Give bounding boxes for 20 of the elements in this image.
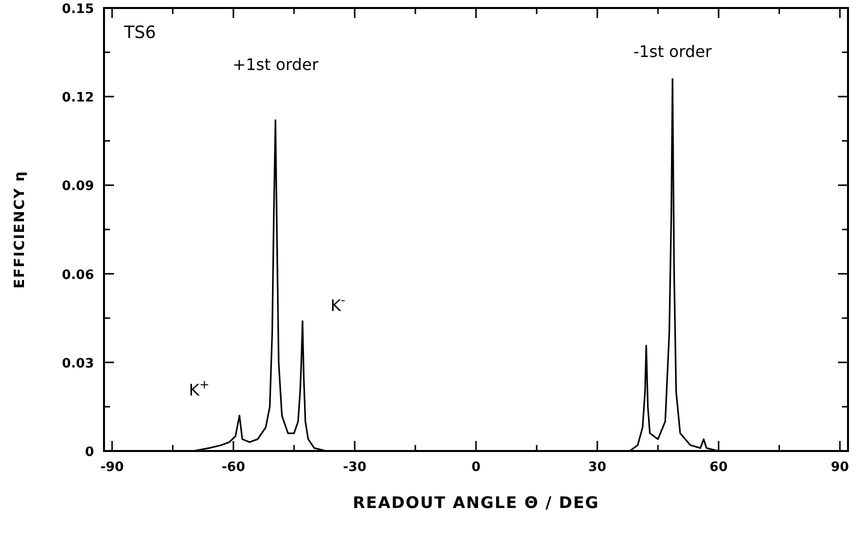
annotation: -1st order xyxy=(633,42,712,61)
x-tick-label: 30 xyxy=(588,460,606,475)
x-tick-label: -60 xyxy=(222,460,246,475)
annotation: TS6 xyxy=(123,23,156,43)
x-tick-label: -90 xyxy=(100,460,124,475)
y-tick-label: 0.03 xyxy=(62,356,94,372)
annotation: K$^{-}$ xyxy=(330,293,346,316)
y-axis-title: EFFICIENCY η xyxy=(12,170,28,288)
annotation: +1st order xyxy=(232,55,319,74)
y-tick-label: 0.15 xyxy=(62,2,94,17)
annotation: K$^{+}$ xyxy=(188,378,210,400)
y-tick-label: 0.09 xyxy=(62,179,94,194)
x-tick-label: 90 xyxy=(830,460,849,475)
y-tick-label: 0 xyxy=(84,445,94,460)
x-tick-label: -30 xyxy=(342,460,366,475)
y-tick-label: 0.06 xyxy=(62,268,94,283)
x-tick-label: 60 xyxy=(710,460,728,475)
x-axis-title: READOUT ANGLE Θ / DEG xyxy=(352,493,600,512)
y-tick-label: 0.12 xyxy=(62,90,94,106)
x-tick-label: 0 xyxy=(471,460,481,475)
